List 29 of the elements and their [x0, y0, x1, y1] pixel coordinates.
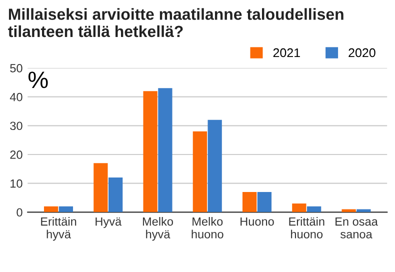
- x-tick-label: Melko hyvä: [142, 217, 174, 241]
- bar: [242, 192, 257, 212]
- x-tick-label: Hyvä: [96, 217, 122, 228]
- bar: [306, 206, 322, 212]
- bar: [94, 163, 108, 212]
- y-tick-label: 10: [10, 179, 22, 188]
- bar: [44, 206, 58, 212]
- chart-title: Millaiseksi arvioitte maatilanne taloudellisen tilanteen tällä hetkellä?: [8, 8, 344, 38]
- legend-label: 2020: [348, 48, 376, 58]
- bar: [143, 91, 158, 212]
- bar: [192, 131, 208, 212]
- bar: [108, 178, 123, 212]
- x-tick-label: En osaa sanoa: [336, 217, 378, 238]
- y-tick-label: 50: [10, 64, 22, 72]
- bar: [58, 206, 74, 212]
- legend-label: 2021: [273, 48, 300, 58]
- x-tick-label: Huono: [240, 217, 274, 226]
- bar: [158, 88, 172, 212]
- bar: [292, 204, 306, 212]
- x-tick-label: Melko huono: [192, 217, 224, 238]
- y-tick-label: 0: [16, 208, 22, 217]
- x-tick-label: Erittäin huono: [289, 217, 324, 238]
- bar: [257, 192, 272, 212]
- annotation: %: [28, 72, 48, 88]
- y-tick-label: 20: [10, 150, 22, 159]
- x-tick-label: Erittäin hyvä: [41, 217, 76, 241]
- y-tick-label: 40: [10, 92, 22, 102]
- bar: [208, 120, 222, 212]
- y-tick-label: 30: [10, 122, 22, 130]
